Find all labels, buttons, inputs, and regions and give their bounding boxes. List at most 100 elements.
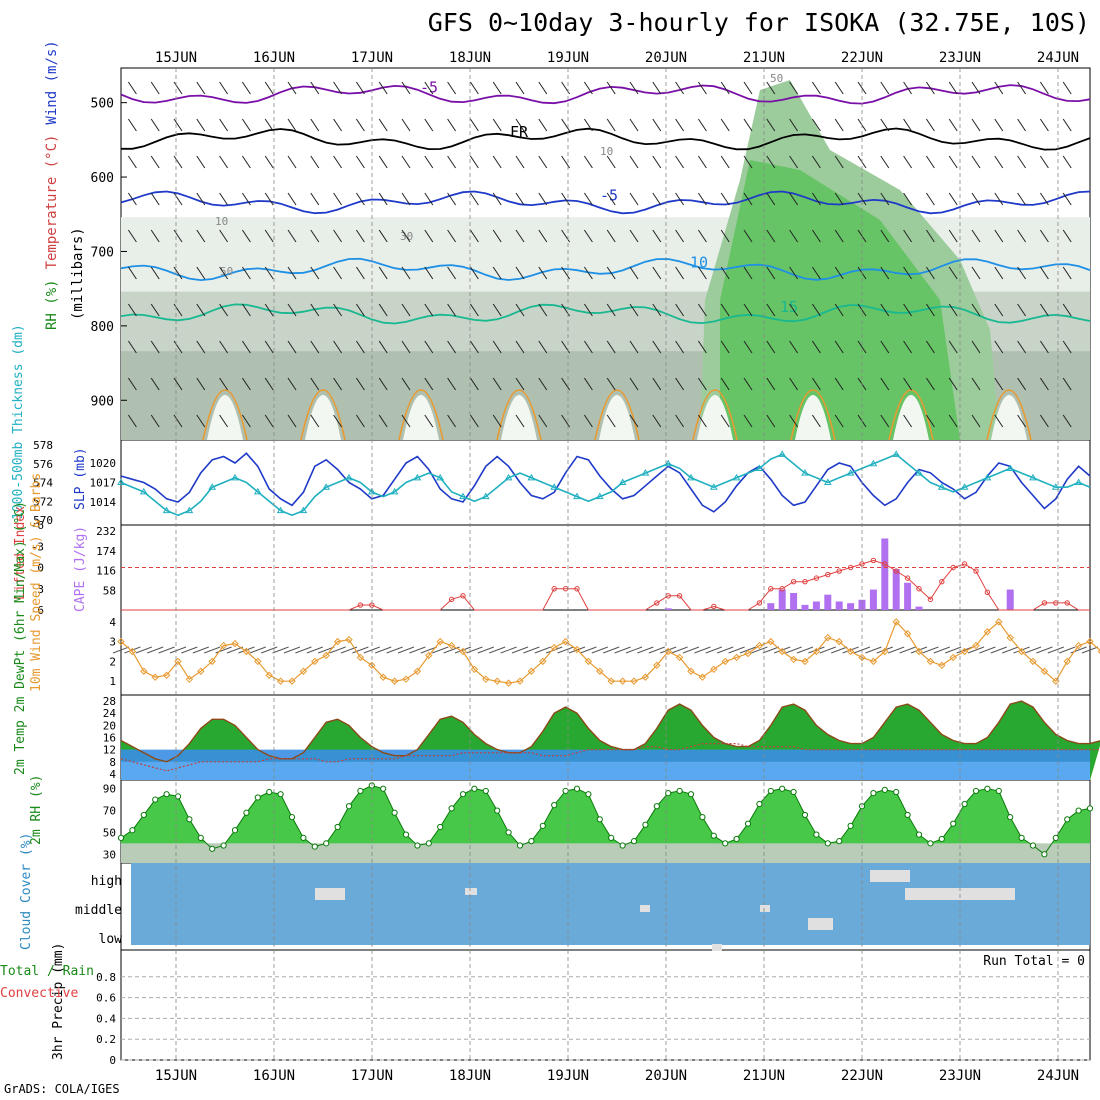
y-axis-label-part: Convective [0,986,78,1001]
wind-barb [697,155,707,169]
wind-barb [173,414,183,428]
wind-barb [538,377,548,391]
wind-barb [606,414,616,428]
wind-barb [500,646,517,654]
wind-barb [720,266,730,280]
wind-barb [697,229,707,243]
wind-barb [971,266,981,280]
wind-barb [880,266,890,280]
wind-speed-marker [596,667,604,675]
wind-barb [196,118,206,132]
wind-barb [127,414,137,428]
y-tick-label: 0.2 [96,1033,116,1046]
wind-barb [1039,81,1049,95]
wind-barb [447,303,457,317]
wind-speed-marker [675,653,684,662]
wind-barb [127,303,137,317]
wind-barb [1039,377,1049,391]
wind-barb [743,192,753,206]
rh-marker [494,807,501,814]
wind-barb [241,155,251,169]
wind-barb [492,229,502,243]
wind-barb [196,414,206,428]
wind-barb [355,81,365,95]
wind-barb [355,266,365,280]
rh-marker [915,831,923,838]
wind-barb [249,646,266,654]
wind-barb [196,155,206,169]
wind-barb [629,377,639,391]
rh-marker [288,814,296,821]
lifted-index-marker [893,568,899,574]
wind-speed-marker [151,673,159,681]
y-tick-label: low [99,932,123,947]
wind-barb [534,646,551,654]
wind-barb [652,377,662,391]
wind-barb [766,414,776,428]
wind-barb [697,118,707,132]
wind-speed-marker [504,679,513,687]
wind-speed-marker [653,661,661,670]
y-tick-label: 0 [37,562,44,575]
wind-speed-marker [687,667,695,675]
wind-barb [173,303,183,317]
wind-barb [401,192,411,206]
wind-speed-marker [972,641,980,650]
wind-barb [1062,414,1072,428]
wind-barb [1017,414,1027,428]
rh-low-band [121,843,1090,863]
wind-barb [219,303,229,317]
cloud-patch [808,918,833,930]
wind-speed-marker [379,673,387,681]
wind-speed-marker [995,618,1003,626]
wind-barb [880,118,890,132]
wind-barb [925,303,935,317]
y-axis-label: 2m Temp 2m DewPt (6hr Min/Max) (°C) [13,501,28,775]
wind-barb [925,192,935,206]
wind-barb [219,377,229,391]
wind-barb [606,340,616,354]
series-marker [937,483,946,490]
x-tick-label: 21JUN [743,1068,785,1084]
cape-bar [915,606,923,610]
wind-barb [196,303,206,317]
series-marker [504,473,513,481]
wind-barb [675,303,685,317]
y-tick-label: 24 [103,707,117,720]
lifted-index-marker [711,603,717,610]
wind-barb [994,303,1004,317]
y-tick-label: 3 [37,583,44,596]
cape-bar [664,608,672,610]
rh-shade-region [720,160,960,440]
wind-barb [333,303,343,317]
wind-barb [127,192,137,206]
wind-barb [469,229,479,243]
wind-barb [538,155,548,169]
wind-barb [329,646,346,654]
wind-barb [241,118,251,132]
y-tick-label: 6 [37,604,44,617]
rh-contour-label: 50 [770,72,783,85]
wind-barb [424,118,434,132]
series-marker [367,487,376,495]
wind-barb [219,118,229,132]
wind-speed-marker [938,661,946,670]
wind-barb [333,192,343,206]
wind-barb [150,229,160,243]
y-axis-label: CAPE (J/kg) [73,526,88,612]
wind-speed-marker [311,657,319,666]
wind-barb [147,646,164,654]
wind-barb [181,646,198,654]
wind-barb [538,303,548,317]
wind-barb [903,414,913,428]
wind-barb [378,414,388,428]
y-tick-label: 12 [103,744,116,757]
wind-barb [538,340,548,354]
wind-barb [880,340,890,354]
wind-barb [675,81,685,95]
rh-marker [448,805,455,812]
dry-bubble [501,395,537,440]
wind-speed-marker [402,675,410,683]
wind-barb [287,192,297,206]
